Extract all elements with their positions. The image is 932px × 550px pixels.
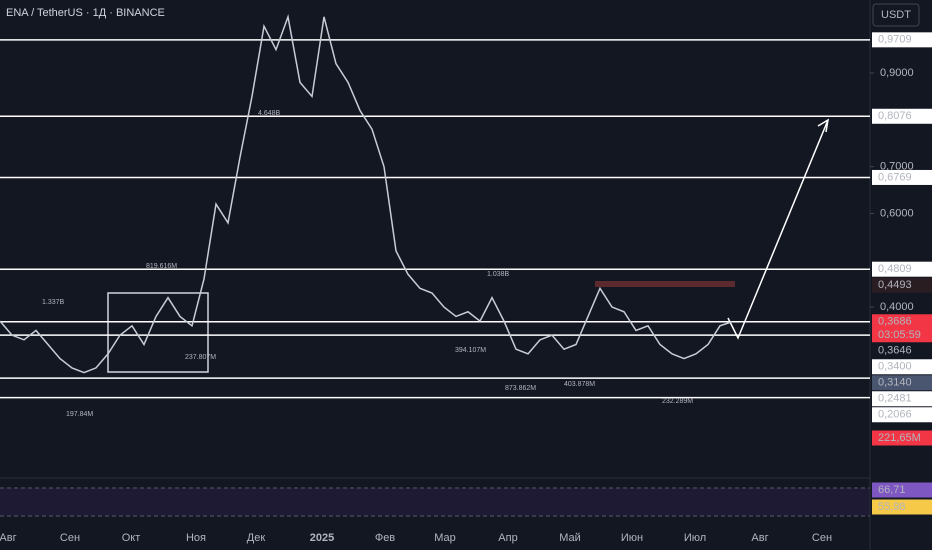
x-tick-label: Июл [684,532,706,544]
price-label-box [872,314,932,343]
y-tick-label: 0,4000 [880,301,914,313]
price-label: 0,4493 [878,279,912,291]
price-label-box [872,407,932,423]
x-tick-label: Апр [498,532,517,544]
y-tick-label: 0,9000 [880,67,914,79]
price-label: 0,8076 [878,110,912,122]
price-label-box [872,277,932,293]
indicator-label: 221,65M [878,432,921,444]
volume-annotation: 819.616M [146,263,177,270]
volume-annotation: 403.878M [564,381,595,388]
currency-box [872,3,920,27]
price-label: 0,2066 [878,409,912,421]
indicator-label: 66,71 [878,484,906,496]
volume-annotation: 237.807M [185,354,216,361]
price-label: 0,9709 [878,34,912,46]
price-label: 0,6769 [878,171,912,183]
volume-annotation: 197.84M [66,411,93,418]
price-label-box [872,343,932,359]
currency[interactable]: USDT [881,9,911,21]
indicator-box [872,499,932,515]
x-tick-label: Май [559,532,581,544]
price-label-box [872,32,932,48]
y-tick-label: 0,7000 [880,161,914,173]
resistance-zone [595,280,735,287]
x-tick-label: Окт [122,532,141,544]
y-tick-label: 0,6000 [880,207,914,219]
price-label-box [872,375,932,391]
price-label: 0,4809 [878,263,912,275]
projection-arrow [727,119,829,340]
price-label-box [872,359,932,375]
price-label: 0,3140 [878,377,912,389]
x-tick-label: Сен [60,532,80,544]
rsi-band [0,488,870,516]
price-label: 0,3686 [878,316,912,328]
volume-annotation: 1.038B [487,271,510,278]
volume-annotation: 394.107M [455,347,486,354]
x-tick-label: Дек [247,532,266,544]
price-label-box [872,261,932,277]
volume-annotation: 4.648B [258,110,281,117]
range-box [107,292,209,373]
x-tick-label: Авг [751,532,768,544]
volume-annotation: 232.289M [662,398,693,405]
x-tick-label: Ноя [186,532,206,544]
indicator-box [872,482,932,498]
volume-annotation: 1.337B [42,299,65,306]
price-label: 0,3400 [878,361,912,373]
volume-annotation: 873.862M [505,385,536,392]
x-tick-label: Фев [375,532,395,544]
indicator-box [872,430,932,446]
x-tick-label: Сен [812,532,832,544]
x-tick-label: Июн [621,532,643,544]
price-label-box [872,169,932,185]
x-tick-label: Авг [0,532,17,544]
countdown: 03:05:59 [878,329,921,341]
arrow-head [817,118,830,133]
price-label: 0,2481 [878,393,912,405]
price-line [0,14,733,374]
price-label-box [872,108,932,124]
price-label: 0,3646 [878,345,912,357]
price-label-box [872,391,932,407]
x-tick-label: Мар [434,532,456,544]
indicator-label: 55,98 [878,501,906,513]
symbol-title: ENA / TetherUS · 1Д · BINANCE [6,7,165,19]
x-tick-label: 2025 [310,532,334,544]
